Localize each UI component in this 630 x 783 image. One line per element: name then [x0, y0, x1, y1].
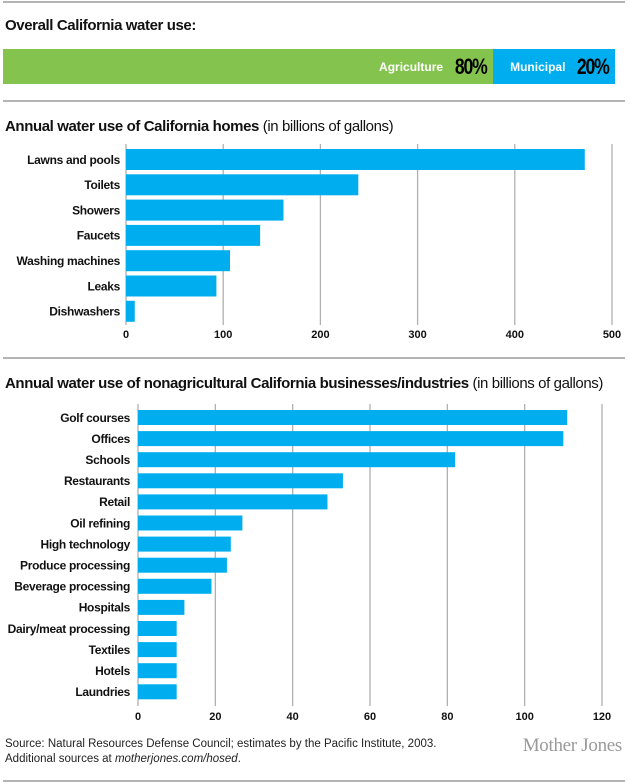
homes-category-label: Toilets [84, 178, 120, 192]
business-tick-label: 120 [593, 711, 611, 723]
business-category-label: Produce processing [20, 559, 130, 573]
top-rule [3, 1, 625, 3]
business-title-bold: Annual water use of nonagricultural Cali… [5, 375, 469, 392]
business-category-label: Retail [99, 495, 130, 509]
overall-title: Overall California water use: [5, 17, 196, 34]
municipal-segment: Municipal 20% [492, 49, 615, 84]
business-bar [138, 557, 227, 573]
business-bar [138, 536, 231, 552]
homes-chart-title: Annual water use of California homes (in… [5, 118, 394, 135]
homes-bar [126, 300, 135, 322]
bottom-rule [3, 780, 625, 782]
homes-tick-label: 400 [506, 329, 524, 341]
homes-category-label: Washing machines [17, 254, 121, 268]
business-bar [138, 431, 564, 447]
homes-category-label: Lawns and pools [27, 153, 120, 167]
business-bar [138, 515, 243, 531]
agriculture-value: 80% [454, 53, 488, 79]
business-category-label: Hospitals [79, 601, 131, 615]
source-line-2: Additional sources at motherjones.com/ho… [5, 752, 436, 767]
section-divider-2 [3, 357, 625, 359]
section-divider-1 [3, 100, 625, 102]
homes-category-label: Leaks [87, 279, 120, 293]
business-bar [138, 663, 177, 679]
source-line-1: Source: Natural Resources Defense Counci… [5, 738, 437, 750]
homes-title-bold: Annual water use of California homes [5, 118, 259, 135]
business-bar [138, 684, 177, 700]
homes-category-label: Faucets [77, 229, 121, 243]
homes-bar [126, 275, 217, 297]
homes-tick-label: 100 [214, 329, 232, 341]
source-prefix: Additional sources at [5, 753, 115, 765]
business-tick-label: 60 [364, 711, 376, 723]
business-category-label: Dairy/meat processing [8, 622, 130, 636]
business-category-label: Schools [85, 453, 130, 467]
business-tick-label: 40 [287, 711, 299, 723]
homes-bar [126, 149, 585, 170]
source-note: Source: Natural Resources Defense Counci… [5, 737, 436, 767]
business-category-label: Textiles [89, 643, 131, 657]
business-bar [138, 642, 177, 658]
business-category-label: Restaurants [64, 474, 131, 488]
business-bar [138, 494, 328, 510]
business-category-label: High technology [41, 537, 131, 551]
business-category-label: Oil refining [70, 516, 130, 530]
business-category-label: Offices [91, 432, 130, 446]
business-bar [138, 410, 568, 425]
business-title-unit: (in billions of gallons) [468, 375, 604, 392]
homes-category-label: Dishwashers [49, 305, 120, 319]
business-bar [138, 578, 212, 594]
homes-tick-label: 500 [603, 329, 621, 341]
business-tick-label: 0 [135, 711, 141, 723]
business-tick-label: 100 [515, 711, 533, 723]
business-bar [138, 473, 343, 489]
agriculture-segment: Agriculture 80% [3, 49, 493, 84]
overall-split-bar: Agriculture 80% Municipal 20% [3, 49, 615, 84]
source-link[interactable]: motherjones.com/hosed [114, 753, 238, 765]
agriculture-label: Agriculture [379, 59, 444, 74]
homes-bar [126, 224, 261, 246]
business-chart-title: Annual water use of nonagricultural Cali… [5, 375, 603, 392]
business-category-label: Beverage processing [14, 580, 130, 594]
business-category-label: Laundries [75, 685, 130, 699]
homes-bar-chart: 0 100 200 300 400 500 Lawns and pools Toilets Sh… [17, 144, 621, 341]
homes-bar [126, 250, 231, 272]
homes-tick-label: 200 [311, 329, 329, 341]
business-category-label: Golf courses [60, 411, 130, 425]
business-tick-label: 20 [209, 711, 221, 723]
homes-bar [126, 174, 359, 196]
homes-bar [126, 199, 284, 221]
business-bar [138, 599, 185, 615]
homes-tick-label: 0 [123, 329, 129, 341]
source-suffix: . [237, 753, 241, 765]
business-bar [138, 621, 177, 636]
mother-jones-logo: Mother Jones [522, 735, 623, 756]
business-tick-label: 80 [441, 711, 453, 723]
homes-category-label: Showers [72, 203, 121, 217]
municipal-label: Municipal [510, 59, 566, 74]
business-bar [138, 452, 456, 468]
homes-title-unit: (in billions of gallons) [258, 118, 394, 135]
business-category-label: Hotels [95, 664, 131, 678]
homes-tick-label: 300 [408, 329, 426, 341]
municipal-value: 20% [577, 53, 610, 79]
business-bar-chart: 0 20 40 60 80 100 120 Golf courses Offices School… [8, 404, 611, 723]
